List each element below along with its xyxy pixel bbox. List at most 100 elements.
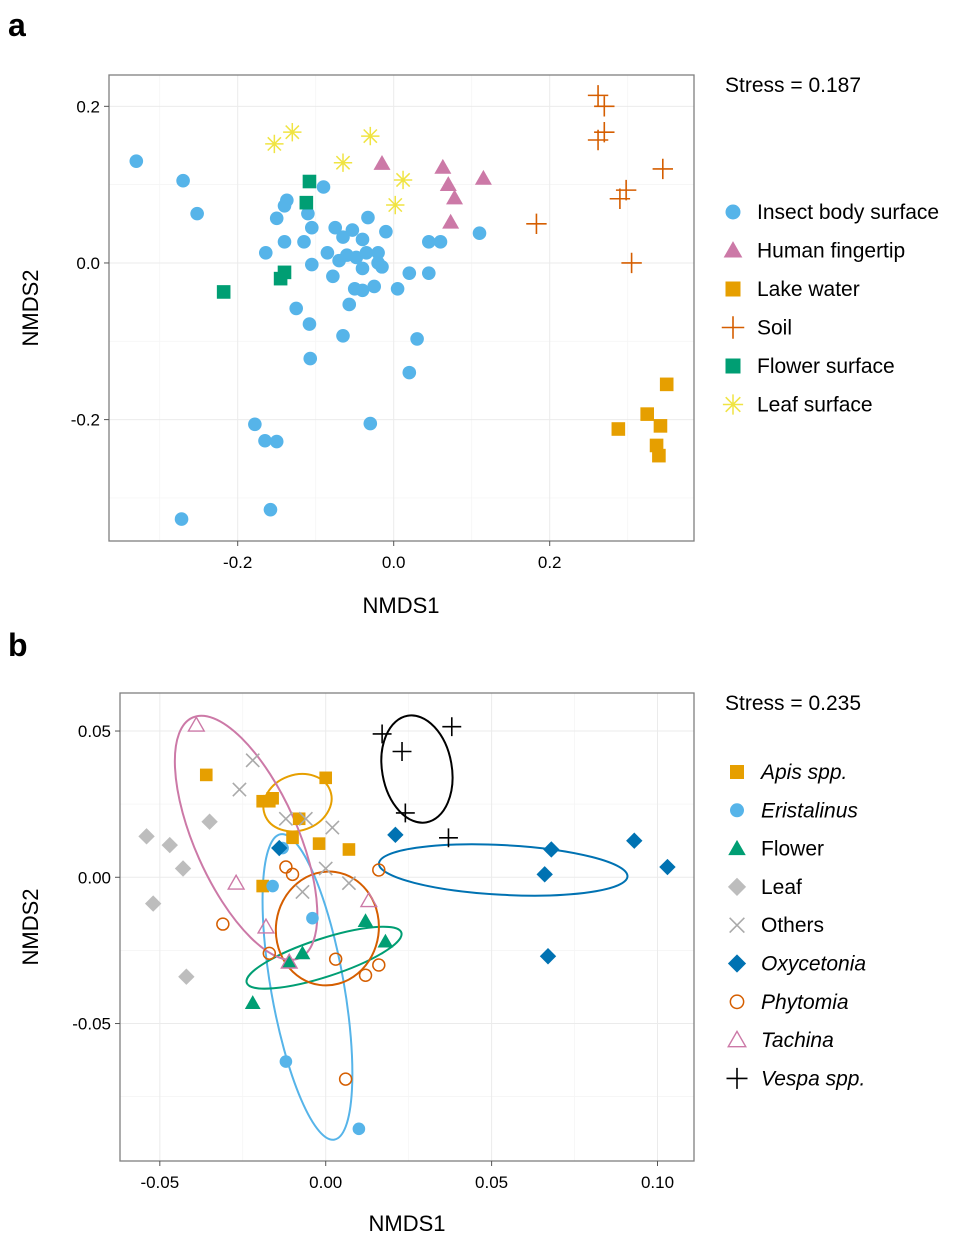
panel-b-point-flower bbox=[281, 954, 298, 969]
panel-b-legend-label-eristalinus: Eristalinus bbox=[761, 799, 858, 822]
panel-a-point-insect-body-surface bbox=[402, 365, 417, 380]
panel-a-y-tick-label: 0.0 bbox=[76, 254, 100, 273]
panel-a-point-flower-surface bbox=[299, 195, 314, 210]
panel-b-point-others bbox=[298, 811, 313, 826]
panel-a-point-soil bbox=[587, 129, 609, 151]
panel-a-legend-item-leaf-surface: Leaf surface bbox=[722, 394, 873, 417]
panel-a-point-lake-water bbox=[652, 448, 666, 463]
panel-a-point-insect-body-surface bbox=[345, 223, 360, 237]
panel-b-legend-label-oxycetonia: Oxycetonia bbox=[761, 953, 866, 976]
panel-a-legend-label-soil: Soil bbox=[757, 317, 792, 340]
panel-a-point-insect-body-surface bbox=[303, 351, 318, 366]
panel-a-x-tick-label: 0.2 bbox=[538, 553, 562, 572]
panel-a-point-insect-body-surface bbox=[301, 206, 315, 221]
panel-b-point-tachina bbox=[227, 873, 246, 890]
panel-a-point-soil bbox=[652, 158, 673, 180]
panel-a-point-insect-body-surface bbox=[422, 266, 436, 280]
panel-a-point-insect-body-surface bbox=[326, 269, 340, 284]
panel-a-x-tick-label: -0.2 bbox=[223, 553, 252, 572]
panel-a-legend-item-soil: Soil bbox=[721, 316, 792, 340]
panel-b-legend-label-flower: Flower bbox=[761, 838, 824, 861]
panel-b-point-phytomia bbox=[372, 958, 386, 972]
panel-a-legend-key-insect-body-surface bbox=[725, 204, 741, 220]
panel-a-point-insect-body-surface bbox=[176, 173, 190, 188]
panel-b-point-phytomia bbox=[216, 917, 230, 931]
panel-a-point-insect-body-surface bbox=[375, 260, 389, 274]
panel-a-point-insect-body-surface bbox=[355, 283, 370, 298]
panel-a-point-insect-body-surface bbox=[390, 282, 405, 296]
panel-a-point-leaf-surface bbox=[361, 126, 380, 146]
panel-b-point-phytomia bbox=[285, 867, 300, 882]
panel-a-stress-label: Stress = 0.187 bbox=[725, 74, 861, 97]
panel-b-point-flower bbox=[294, 945, 311, 960]
panel-a-point-insect-body-surface bbox=[371, 245, 385, 260]
panel-b-legend-key-others bbox=[729, 917, 745, 934]
panel-b-legend-item-apis-spp: Apis spp. bbox=[730, 761, 847, 784]
panel-b-ellipse-phytomia bbox=[274, 870, 380, 987]
panel-b-legend-item-others: Others bbox=[729, 914, 824, 937]
panel-a-point-lake-water bbox=[653, 419, 668, 433]
panel-b-point-vespa-spp bbox=[372, 724, 392, 744]
panel-a-legend-item-lake-water: Lake water bbox=[725, 278, 860, 301]
panel-b-legend-item-phytomia: Phytomia bbox=[729, 991, 849, 1014]
panel-b-point-oxycetonia bbox=[539, 948, 557, 965]
panel-b-point-vespa-spp bbox=[442, 717, 462, 737]
panel-a-point-soil bbox=[594, 96, 615, 117]
panel-b-legend-label-vespa-spp: Vespa spp. bbox=[761, 1067, 865, 1090]
panel-a-legend-label-insect-body-surface: Insect body surface bbox=[757, 201, 939, 224]
panel-a-point-human-fingertip bbox=[442, 213, 460, 229]
panel-a-point-soil bbox=[587, 85, 609, 106]
panel-b-point-oxycetonia bbox=[271, 839, 288, 857]
panel-b-point-apis-spp bbox=[256, 879, 269, 893]
panel-a-point-insect-body-surface bbox=[332, 253, 346, 268]
panel-a-x-axis-title: NMDS1 bbox=[362, 593, 439, 618]
panel-a-point-insect-body-surface bbox=[248, 417, 262, 432]
panel-b-point-apis-spp bbox=[199, 768, 213, 782]
panel-b-legend-label-phytomia: Phytomia bbox=[761, 991, 849, 1014]
panel-a-point-insect-body-surface bbox=[190, 206, 204, 221]
panel-a-legend-key-flower-surface bbox=[725, 358, 741, 374]
panel-b-legend-key-oxycetonia bbox=[727, 954, 747, 973]
panel-b-legend-item-oxycetonia: Oxycetonia bbox=[727, 953, 866, 976]
panel-a-point-insect-body-surface bbox=[277, 235, 292, 249]
panel-b-legend-label-tachina: Tachina bbox=[761, 1029, 834, 1052]
panel-b-point-others bbox=[341, 875, 357, 891]
panel-a-point-insect-body-surface bbox=[402, 266, 417, 280]
panel-a-point-insect-body-surface bbox=[280, 193, 294, 208]
panel-b-point-phytomia bbox=[262, 946, 277, 961]
panel-b-point-oxycetonia bbox=[659, 858, 676, 876]
panel-b-y-tick-label: 0.00 bbox=[78, 868, 111, 887]
panel-a-x-tick-label: 0.0 bbox=[382, 553, 406, 572]
panel-b-frame bbox=[119, 692, 695, 1162]
panel-b-point-phytomia bbox=[358, 968, 373, 982]
panel-b-point-leaf bbox=[174, 860, 192, 877]
panel-b-legend: Apis spp. Eristalinus Flower Leaf Others Oxyc… bbox=[726, 761, 866, 1090]
panel-a-point-leaf-surface bbox=[386, 195, 405, 215]
panel-b-point-others bbox=[318, 861, 333, 876]
panel-a-legend-key-lake-water bbox=[725, 281, 741, 297]
panel-b-grid bbox=[120, 693, 694, 1161]
panel-b-point-others bbox=[295, 884, 310, 900]
panel-a-point-insect-body-surface bbox=[269, 211, 284, 226]
panel-b-letter: b bbox=[8, 627, 28, 663]
panel-a-point-insect-body-surface bbox=[129, 154, 144, 168]
panel-b-point-apis-spp bbox=[263, 794, 276, 808]
panel-a-point-leaf-surface bbox=[393, 170, 413, 190]
panel-a-points bbox=[129, 85, 674, 526]
panel-a-point-insect-body-surface bbox=[289, 301, 304, 316]
panel-a-legend-key-human-fingertip bbox=[723, 241, 743, 258]
panel-b-point-eristalinus bbox=[279, 1055, 293, 1068]
panel-a-point-insect-body-surface bbox=[302, 317, 317, 331]
panel-b-legend-key-vespa-spp bbox=[726, 1067, 748, 1089]
panel-a-point-insect-body-surface bbox=[433, 235, 448, 249]
panel-b-points bbox=[138, 715, 676, 1136]
panel-b-legend-item-tachina: Tachina bbox=[727, 1029, 834, 1052]
panel-a-point-insect-body-surface bbox=[305, 220, 319, 235]
panel-a-point-lake-water bbox=[659, 377, 674, 392]
panel-a-point-lake-water bbox=[640, 407, 654, 421]
panel-a-point-insect-body-surface bbox=[359, 245, 374, 260]
panel-b-point-others bbox=[245, 753, 260, 768]
panel-b-point-phytomia bbox=[338, 1072, 353, 1086]
panel-b-point-phytomia bbox=[372, 863, 386, 877]
panel-a-point-insect-body-surface bbox=[258, 433, 272, 448]
